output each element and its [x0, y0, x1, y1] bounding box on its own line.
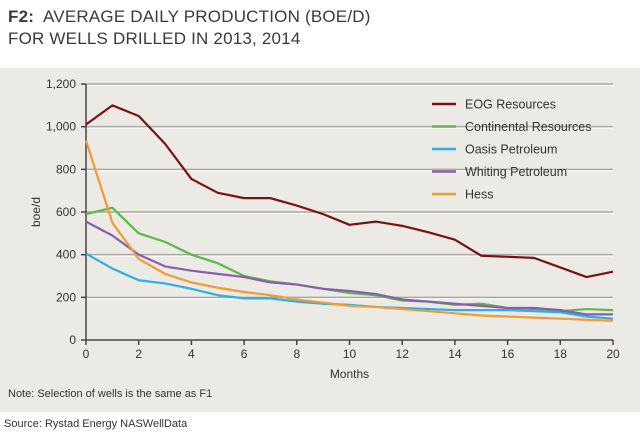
- series-line-eog-resources: [85, 104, 614, 279]
- chart-title: F2: AVERAGE DAILY PRODUCTION (BOE/D) FOR…: [8, 6, 371, 50]
- x-tick-label: 14: [448, 347, 462, 361]
- series-line-hess: [84, 140, 614, 322]
- x-tick-label: 12: [396, 347, 410, 361]
- legend-label: Continental Resources: [465, 120, 591, 134]
- y-tick-label: 800: [56, 162, 76, 176]
- x-tick-label: 16: [501, 347, 515, 361]
- y-tick-label: 600: [56, 205, 76, 219]
- x-tick-label: 0: [83, 347, 90, 361]
- x-tick-label: 2: [135, 347, 142, 361]
- title-line-2: FOR WELLS DRILLED IN 2013, 2014: [8, 29, 301, 48]
- chart-source: Source: Rystad Energy NASWellData: [4, 418, 188, 430]
- y-tick-label: 1,000: [46, 120, 76, 134]
- title-line-1: AVERAGE DAILY PRODUCTION (BOE/D): [43, 7, 371, 26]
- series-line-whiting-petroleum: [85, 220, 613, 316]
- y-tick-label: 400: [56, 248, 76, 262]
- y-tick-label: 200: [56, 290, 76, 304]
- legend-label: Oasis Petroleum: [465, 143, 557, 157]
- y-tick-label: 1,200: [46, 77, 76, 91]
- legend-label: Whiting Petroleum: [465, 165, 567, 179]
- x-tick-label: 20: [606, 347, 620, 361]
- x-axis-label: Months: [330, 367, 369, 381]
- legend-label: EOG Resources: [465, 98, 556, 112]
- series-line-continental-resources: [85, 206, 614, 313]
- x-tick-label: 6: [241, 347, 248, 361]
- legend-label: Hess: [465, 188, 493, 202]
- chart-panel: [0, 68, 640, 412]
- x-tick-label: 10: [343, 347, 357, 361]
- chart-note: Note: Selection of wells is the same as …: [8, 388, 213, 400]
- x-tick-label: 4: [188, 347, 195, 361]
- y-axis-label: boe/d: [29, 197, 43, 227]
- x-tick-label: 8: [293, 347, 300, 361]
- title-prefix: F2:: [8, 7, 35, 26]
- y-tick-label: 0: [69, 333, 76, 347]
- x-tick-label: 18: [554, 347, 568, 361]
